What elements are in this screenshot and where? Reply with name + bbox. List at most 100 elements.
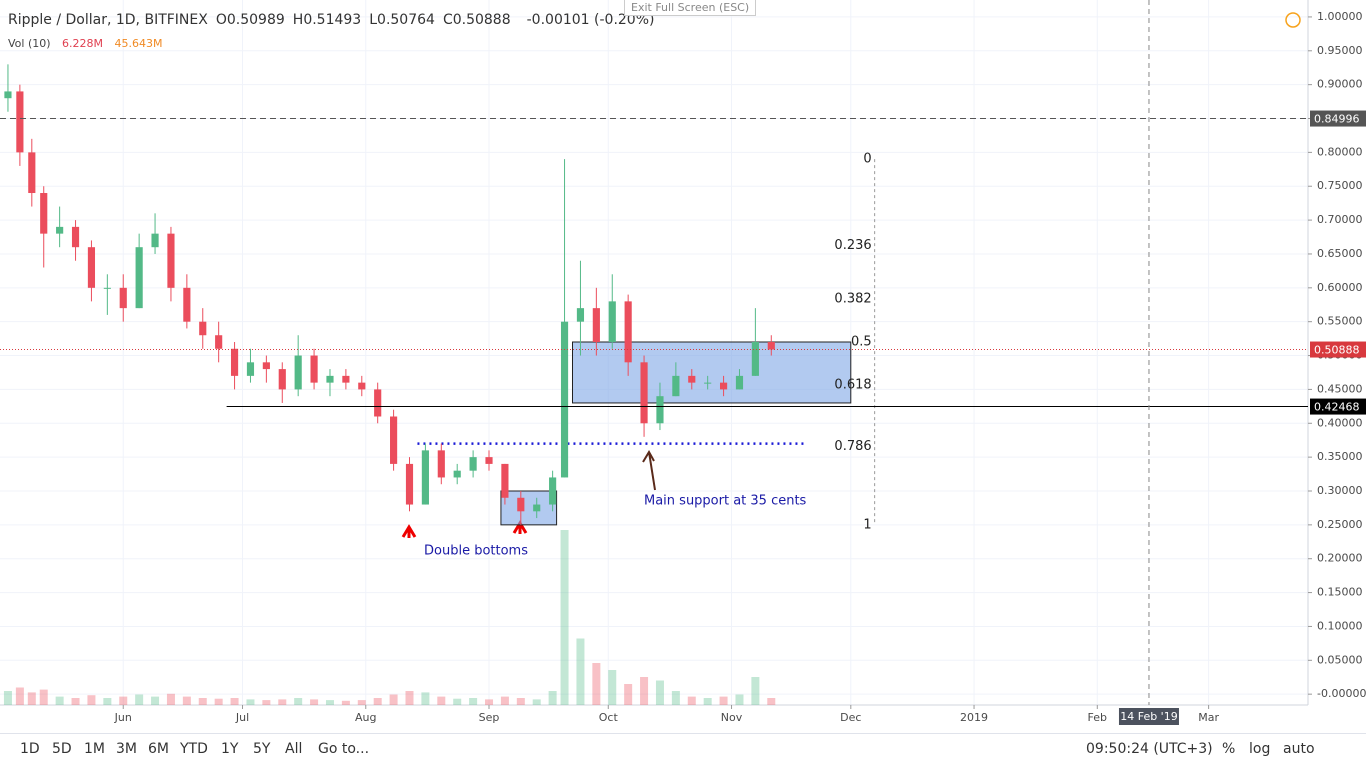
volume-bar xyxy=(262,700,271,705)
candle-body xyxy=(183,287,191,322)
candle-body xyxy=(485,457,493,464)
volume-bar xyxy=(198,698,207,705)
candle-body xyxy=(87,247,96,288)
price-badge xyxy=(1310,341,1366,358)
candle-body xyxy=(119,287,127,309)
header: Ripple / Dollar, 1D, BITFINEX O0.50989 H0.… xyxy=(8,12,662,28)
candle-body xyxy=(71,226,80,248)
range-button[interactable]: 5D xyxy=(52,741,72,757)
fib-level: 0.5 xyxy=(851,335,872,350)
x-tick-label: 2019 xyxy=(960,711,988,724)
volume-bar xyxy=(373,698,382,705)
y-tick-label: -0.00000 xyxy=(1317,687,1366,700)
candle-body xyxy=(103,287,111,289)
volume-bar xyxy=(15,687,24,705)
ohlc-key: L xyxy=(369,12,378,28)
annotation: Double bottoms xyxy=(424,544,528,559)
x-tick-label: Jul xyxy=(235,711,249,724)
volume-bar xyxy=(135,694,144,705)
range-button[interactable]: 1Y xyxy=(221,741,239,757)
volume-bar xyxy=(437,696,446,705)
fib-level: 0 xyxy=(863,152,871,167)
volume-bar xyxy=(608,670,617,705)
volume-bar xyxy=(294,698,303,705)
toolbar: 1D 5D 1M 3M 6M YTD 1Y 5Y All Go to... 09:50:24 (UT… xyxy=(0,733,1366,769)
y-tick-label: 0.55000 xyxy=(1317,315,1363,328)
volume-bar xyxy=(214,698,223,705)
y-tick-label: 0.80000 xyxy=(1317,145,1363,158)
candle-body xyxy=(16,91,24,153)
candle-body xyxy=(199,321,207,336)
scale-option[interactable]: % xyxy=(1222,741,1236,757)
symbol-title: Ripple / Dollar, 1D, BITFINEX xyxy=(8,12,208,28)
fib-level: 0.618 xyxy=(834,378,871,393)
y-tick-label: 0.65000 xyxy=(1317,247,1363,260)
x-tick-label: Dec xyxy=(840,711,861,724)
volume-bar xyxy=(548,691,557,705)
volume-bar xyxy=(500,696,509,705)
arrow-up xyxy=(401,524,417,538)
volume-bar xyxy=(453,698,462,705)
fib-level: 0.786 xyxy=(834,439,871,454)
range-button[interactable]: 5Y xyxy=(253,741,271,757)
range-button[interactable]: All xyxy=(285,741,303,757)
volume-bar xyxy=(735,694,744,705)
volume-bar xyxy=(166,693,175,705)
candle-body xyxy=(374,389,382,417)
candle-body xyxy=(40,193,48,234)
volume-legend: Vol (10) 6.228M 45.643M xyxy=(8,37,171,50)
candle-body xyxy=(28,152,36,194)
exit-fullscreen[interactable]: Exit Full Screen (ESC) xyxy=(624,0,757,16)
ohlc-value: 0.51493 xyxy=(303,12,362,28)
volume-bar xyxy=(703,698,712,705)
volume-bar xyxy=(516,698,525,705)
volume-bar xyxy=(469,698,478,705)
volume-bar xyxy=(560,530,569,705)
alert-icon[interactable] xyxy=(1285,12,1301,28)
fib-level: 0.382 xyxy=(834,291,871,306)
volume-bar xyxy=(39,689,48,705)
fib-level: 0.236 xyxy=(834,238,871,253)
scale-option[interactable]: log xyxy=(1249,741,1271,757)
volume-bar xyxy=(624,684,633,705)
candle-body xyxy=(390,416,398,464)
annotation: Main support at 35 cents xyxy=(644,494,807,509)
change: -0.00101 (-0.20%) xyxy=(526,12,655,28)
y-tick-label: 0.15000 xyxy=(1317,586,1363,599)
ohlc-value: 0.50764 xyxy=(377,12,435,28)
range-button[interactable]: YTD xyxy=(180,741,208,757)
ohlc-key: C xyxy=(442,12,453,28)
candle-body xyxy=(672,375,680,397)
price-badge-label: 0.84996 xyxy=(1314,113,1360,126)
price-badge-label: 0.42468 xyxy=(1314,401,1360,414)
ohlc-value: 0.50989 xyxy=(226,12,285,28)
range-button[interactable]: 1D xyxy=(20,741,40,757)
volume-ma: 45.643M xyxy=(114,37,163,50)
volume-bar xyxy=(103,698,112,705)
range-button[interactable]: 6M xyxy=(148,741,169,757)
scale-option[interactable]: auto xyxy=(1283,741,1315,757)
candle-body xyxy=(767,342,775,350)
candle-body xyxy=(549,477,557,505)
volume-bar xyxy=(55,696,64,705)
range-button[interactable]: 1M xyxy=(84,741,105,757)
y-tick-label: 0.40000 xyxy=(1317,416,1363,429)
range-button[interactable]: 3M xyxy=(116,741,137,757)
ohlc-key: O xyxy=(215,12,227,28)
price-badge-label: 0.50888 xyxy=(1314,344,1360,357)
candle-body xyxy=(342,375,350,383)
price-badge xyxy=(1310,398,1366,415)
candle-body xyxy=(310,355,318,383)
volume-bar xyxy=(576,638,585,705)
clock: 09:50:24 (UTC+3) xyxy=(1086,741,1213,757)
candle-body xyxy=(246,362,255,376)
candle-body xyxy=(517,497,525,512)
candle-body xyxy=(640,362,648,424)
volume-bar xyxy=(278,699,287,705)
volume-bar xyxy=(325,700,334,705)
goto-button[interactable]: Go to... xyxy=(318,741,370,757)
candle-body xyxy=(421,450,429,505)
candle-body xyxy=(608,301,616,343)
candle-body xyxy=(294,355,302,390)
